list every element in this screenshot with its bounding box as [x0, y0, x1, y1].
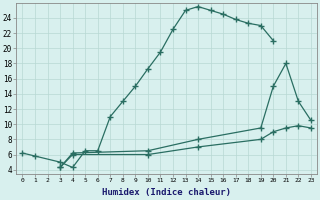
X-axis label: Humidex (Indice chaleur): Humidex (Indice chaleur) — [102, 188, 231, 197]
